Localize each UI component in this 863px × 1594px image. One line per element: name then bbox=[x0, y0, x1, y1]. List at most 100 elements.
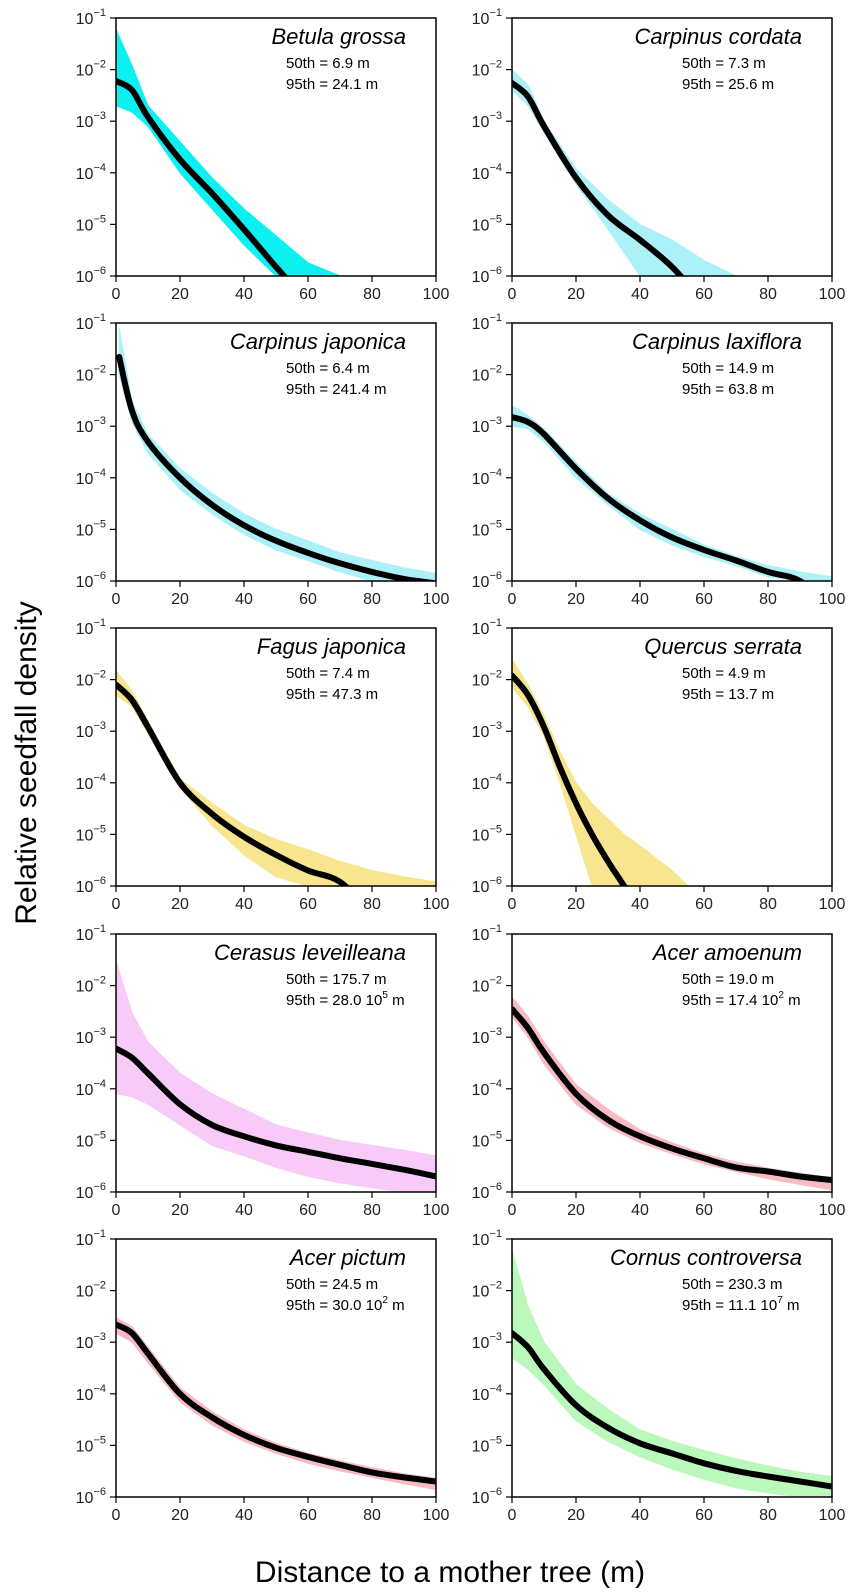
species-title: Cerasus leveilleana bbox=[214, 940, 406, 965]
uncertainty-band bbox=[116, 29, 436, 276]
x-tick-label: 80 bbox=[759, 1202, 777, 1219]
y-tick-base: 10 bbox=[472, 927, 490, 944]
x-tick-label: 0 bbox=[508, 591, 517, 608]
median-curve bbox=[512, 1330, 832, 1490]
y-tick-exponent: −6 bbox=[489, 875, 502, 887]
y-tick-label: 10−1 bbox=[472, 617, 502, 638]
y-tick-base: 10 bbox=[472, 979, 490, 996]
y-tick-exponent: −2 bbox=[489, 1280, 502, 1292]
y-tick-label: 10−5 bbox=[76, 518, 106, 539]
y-tick-exponent: −3 bbox=[93, 720, 106, 732]
x-tick-label: 80 bbox=[363, 1202, 381, 1219]
y-tick-base: 10 bbox=[76, 827, 94, 844]
species-title: Fagus japonica bbox=[257, 634, 406, 659]
x-tick-label: 20 bbox=[171, 286, 189, 303]
y-tick-exponent: −5 bbox=[93, 1129, 106, 1141]
species-title: Acer pictum bbox=[288, 1245, 406, 1270]
x-tick-label: 0 bbox=[112, 286, 121, 303]
y-tick-exponent: −4 bbox=[489, 1383, 502, 1395]
y-tick-label: 10−4 bbox=[76, 1078, 106, 1099]
stat-95th: 95th = 11.1 107 m bbox=[682, 1295, 799, 1314]
y-tick-base: 10 bbox=[472, 574, 490, 591]
y-tick-base: 10 bbox=[76, 269, 94, 286]
y-tick-exponent: −1 bbox=[489, 1228, 502, 1240]
uncertainty-band bbox=[116, 669, 436, 886]
y-tick-base: 10 bbox=[76, 1438, 94, 1455]
y-tick-base: 10 bbox=[472, 879, 490, 896]
y-tick-base: 10 bbox=[76, 979, 94, 996]
y-tick-label: 10−1 bbox=[472, 312, 502, 333]
stat-95th-unit: m bbox=[783, 1297, 800, 1314]
y-tick-label: 10−4 bbox=[76, 162, 106, 183]
y-tick-label: 10−3 bbox=[472, 720, 502, 741]
y-tick-base: 10 bbox=[472, 11, 490, 28]
y-tick-exponent: −4 bbox=[489, 467, 502, 479]
y-tick-label: 10−5 bbox=[472, 518, 502, 539]
x-tick-label: 80 bbox=[363, 896, 381, 913]
stat-50th: 50th = 24.5 m bbox=[286, 1276, 378, 1293]
stat-95th: 95th = 63.8 m bbox=[682, 381, 774, 398]
plot-area bbox=[116, 1317, 436, 1491]
y-tick-exponent: −5 bbox=[489, 1434, 502, 1446]
y-tick-label: 10−4 bbox=[76, 1383, 106, 1404]
species-title: Quercus serrata bbox=[644, 634, 802, 659]
x-tick-label: 80 bbox=[759, 591, 777, 608]
y-tick-label: 10−3 bbox=[76, 415, 106, 436]
y-tick-base: 10 bbox=[472, 1387, 490, 1404]
y-tick-label: 10−1 bbox=[472, 923, 502, 944]
y-tick-exponent: −2 bbox=[93, 59, 106, 71]
y-tick-exponent: −3 bbox=[489, 415, 502, 427]
y-tick-label: 10−5 bbox=[472, 823, 502, 844]
stat-95th-exponent: 7 bbox=[777, 1295, 783, 1306]
species-title: Carpinus japonica bbox=[230, 329, 406, 354]
y-tick-exponent: −2 bbox=[489, 975, 502, 987]
y-tick-label: 10−3 bbox=[472, 415, 502, 436]
x-tick-label: 40 bbox=[235, 1507, 253, 1524]
plot-area bbox=[512, 405, 832, 581]
y-tick-base: 10 bbox=[76, 1335, 94, 1352]
y-tick-label: 10−3 bbox=[472, 1026, 502, 1047]
x-tick-label: 60 bbox=[299, 1202, 317, 1219]
species-title: Acer amoenum bbox=[651, 940, 802, 965]
panel-frame bbox=[115, 627, 437, 887]
x-tick-label: 60 bbox=[695, 591, 713, 608]
y-tick-base: 10 bbox=[76, 621, 94, 638]
x-tick-label: 60 bbox=[299, 286, 317, 303]
y-tick-label: 10−6 bbox=[76, 1486, 106, 1507]
y-tick-exponent: −4 bbox=[489, 772, 502, 784]
y-tick-exponent: −1 bbox=[489, 312, 502, 324]
plot-area bbox=[116, 29, 436, 276]
uncertainty-band bbox=[118, 327, 436, 581]
panel-frame bbox=[511, 17, 833, 277]
y-tick-exponent: −3 bbox=[489, 1331, 502, 1343]
y-tick-label: 10−5 bbox=[76, 823, 106, 844]
x-tick-label: 80 bbox=[363, 591, 381, 608]
y-tick-label: 10−6 bbox=[472, 1486, 502, 1507]
y-tick-base: 10 bbox=[76, 11, 94, 28]
y-tick-exponent: −2 bbox=[93, 1280, 106, 1292]
y-tick-exponent: −6 bbox=[93, 1181, 106, 1193]
y-tick-label: 10−5 bbox=[472, 213, 502, 234]
y-tick-exponent: −6 bbox=[93, 1486, 106, 1498]
y-tick-exponent: −2 bbox=[489, 364, 502, 376]
panel-frame bbox=[511, 933, 833, 1193]
y-tick-exponent: −3 bbox=[93, 1026, 106, 1038]
x-tick-label: 20 bbox=[567, 1202, 585, 1219]
y-tick-exponent: −1 bbox=[93, 312, 106, 324]
x-tick-label: 80 bbox=[759, 286, 777, 303]
y-tick-exponent: −1 bbox=[489, 7, 502, 19]
x-tick-label: 100 bbox=[819, 591, 846, 608]
y-tick-exponent: −4 bbox=[93, 162, 106, 174]
y-tick-label: 10−2 bbox=[76, 669, 106, 690]
x-tick-label: 20 bbox=[567, 1507, 585, 1524]
y-tick-base: 10 bbox=[472, 621, 490, 638]
y-tick-base: 10 bbox=[76, 776, 94, 793]
panel-frame bbox=[511, 1238, 833, 1498]
x-tick-label: 40 bbox=[631, 286, 649, 303]
stat-95th: 95th = 28.0 105 m bbox=[286, 990, 405, 1009]
y-tick-base: 10 bbox=[76, 1284, 94, 1301]
y-tick-exponent: −6 bbox=[489, 570, 502, 582]
uncertainty-band bbox=[512, 405, 832, 581]
x-tick-label: 40 bbox=[235, 896, 253, 913]
y-tick-base: 10 bbox=[76, 217, 94, 234]
